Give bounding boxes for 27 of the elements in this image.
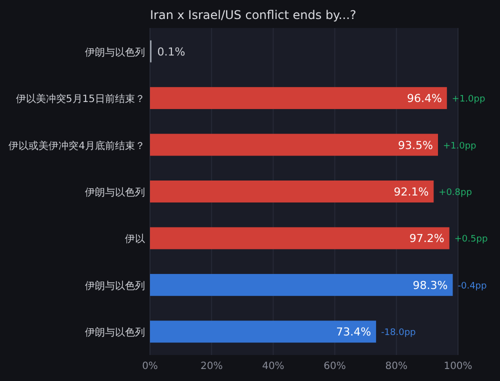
- data-label: 98.3%: [412, 278, 448, 292]
- data-label: 73.4%: [336, 326, 372, 339]
- x-tick-label: 20%: [200, 361, 223, 372]
- annotation: +1.0pp: [452, 94, 486, 105]
- data-label: 92.1%: [394, 186, 429, 198]
- x-tick-label: 60%: [324, 361, 346, 372]
- y-tick-label: 伊以: [125, 233, 145, 246]
- data-label: 96.4%: [406, 92, 442, 106]
- annotation: -18.0pp: [381, 328, 416, 338]
- x-tick-label: 40%: [262, 361, 284, 372]
- x-tick-label: 100%: [444, 361, 472, 372]
- x-tick-label: 0%: [142, 361, 158, 372]
- y-tick-label: 伊朗与以色列: [85, 280, 145, 292]
- data-label: 97.2%: [409, 232, 444, 246]
- y-tick-label: 伊以或美伊冲突4月底前结束？: [8, 140, 145, 152]
- data-label: 0.1%: [157, 45, 186, 58]
- annotation: +0.5pp: [454, 234, 488, 245]
- x-tick-label: 80%: [385, 361, 408, 372]
- annotation: +1.0pp: [442, 141, 477, 152]
- annotation: +0.8pp: [438, 188, 472, 198]
- y-tick-label: 伊朗与以色列: [85, 46, 145, 58]
- y-tick-label: 伊朗与以色列: [85, 326, 145, 339]
- y-tick-label: 伊朗与以色列: [85, 186, 145, 198]
- data-label: 93.5%: [398, 138, 433, 152]
- y-tick-label: 伊以美冲突5月15日前结束？: [16, 93, 145, 106]
- chart-title: Iran x Israel/US conflict ends by...?: [150, 8, 356, 22]
- annotation: -0.4pp: [458, 281, 488, 292]
